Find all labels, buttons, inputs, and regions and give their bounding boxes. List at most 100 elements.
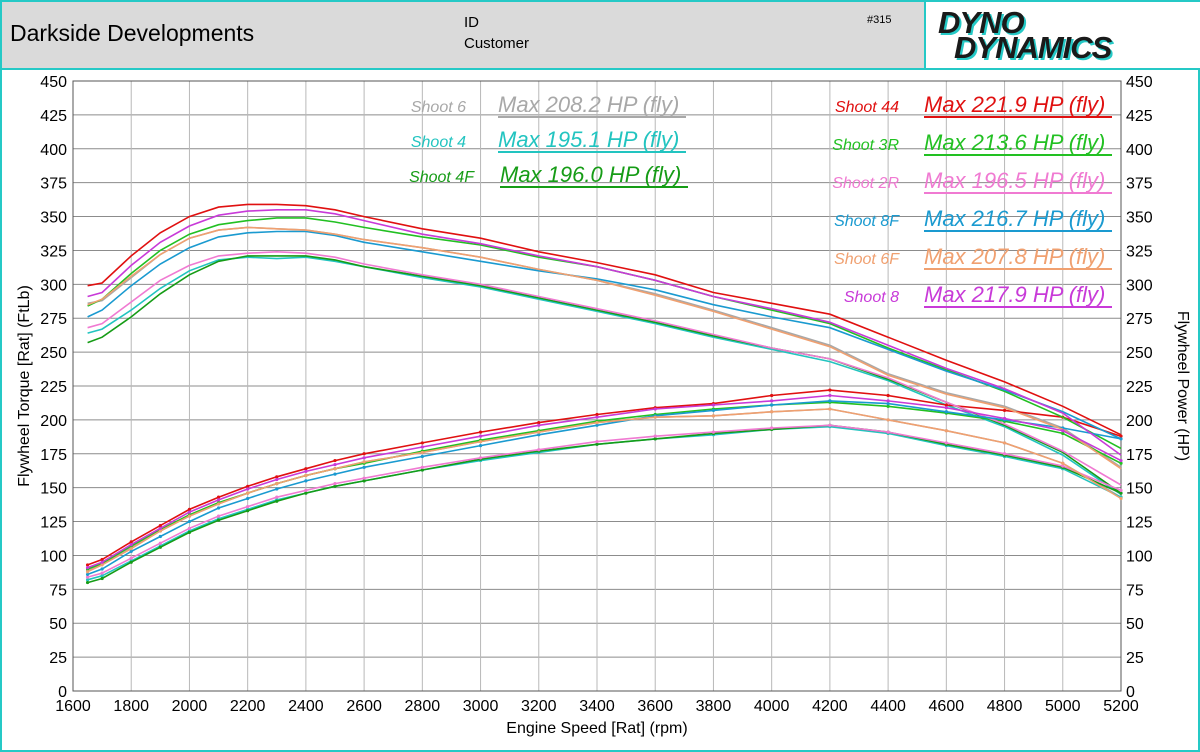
y-tick-label-left: 300 [40,277,67,294]
y-tick-label-right: 25 [1126,650,1144,667]
y-tick-label-left: 150 [40,481,67,498]
series-shoot-2r-power-point [770,426,774,430]
series-shoot-8-power-point [1002,416,1007,421]
series-shoot-2r-power-point [304,488,308,492]
series-shoot-44-power-point [1002,408,1007,412]
series-shoot-6f-power-point [944,429,948,433]
series-shoot-8-power-point [653,407,657,411]
legend-max-power: Max 216.7 HP (fly) [924,206,1105,231]
series-shoot-44-power-line [87,389,1122,566]
series-shoot-6f-power-point [653,415,657,419]
logo-line-2: DYNAMICS [954,30,1112,65]
series-shoot-44-power-point [158,524,162,528]
series-shoot-3r-torque-line [87,217,1122,450]
series-shoot-4f-power-point [653,437,657,441]
series-shoot-2r-power-point [362,476,366,480]
y-tick-label-right: 400 [1126,142,1153,159]
x-tick-label: 5200 [1103,698,1139,715]
series-shoot-2r-power-point [711,430,716,434]
series-shoot-4-power-point [100,574,104,578]
legend-series-name: Shoot 6F [834,251,900,268]
series-shoot-6f-power-line [87,408,1122,573]
series-shoot-44-power-point [333,458,337,463]
y-tick-label-left: 450 [40,74,67,91]
series-shoot-2r-power-point [187,526,192,530]
series-shoot-44-power-point [828,388,832,392]
series-shoot-8f-power-point [770,403,774,407]
legend-series-name: Shoot 4 [411,134,466,151]
series-shoot-44-power-point [886,393,890,398]
run-number: #315 [867,14,892,26]
series-shoot-6f-power-point [158,529,162,533]
x-tick-label: 1600 [55,698,91,715]
series-shoot-6f-power-point [828,407,832,411]
y-tick-label-right: 150 [1126,481,1153,498]
series-shoot-2r-power-line [87,424,1122,578]
series-shoot-4f-power-point [420,468,424,472]
legend-series-name: Shoot 3R [832,137,899,154]
series-shoot-3r-power-line [87,401,1122,570]
x-tick-label: 3800 [696,698,732,715]
series-shoot-8f-power-line [87,400,1122,576]
series-shoot-8-power-point [1119,458,1123,463]
series-shoot-2r-power-point [1119,488,1123,492]
series-shoot-4f-power-point [85,580,90,585]
series-shoot-44-power-point [85,563,90,567]
series-shoot-8f-power-point [828,399,832,403]
legend-series-name: Shoot 44 [835,99,899,116]
series-shoot-6f-power-point [595,421,599,425]
series-shoot-4-power-point [85,578,90,582]
y-tick-label-left: 250 [40,345,67,362]
series-shoot-6f-power-point [187,514,192,518]
series-shoot-6f-power-point [216,502,221,506]
series-shoot-44-power-point [187,507,192,511]
series-shoot-4f-power-point [333,484,337,488]
x-tick-label: 4400 [870,698,906,715]
y-tick-label-left: 175 [40,447,67,464]
y-tick-label-left: 0 [58,684,67,701]
series-shoot-2r-power-point [158,541,162,545]
series-shoot-2r-power-point [944,441,948,445]
y-tick-label-right: 75 [1126,582,1144,599]
series-shoot-8f-power-point [246,496,250,501]
series-shoot-4f-power-point [100,576,104,581]
series-shoot-6f-power-point [1061,461,1065,465]
y-tick-label-right: 50 [1126,616,1144,633]
y-tick-label-left: 100 [40,548,67,565]
series-shoot-8f-power-point [944,410,948,414]
series-shoot-44-power-point [304,467,308,471]
series-shoot-44-power-point [362,452,366,456]
series-shoot-4f-power-point [595,442,599,446]
y-axis-title-left: Flywheel Torque [Rat] (FtLb) [16,285,33,487]
series-shoot-8-power-point [770,399,774,403]
y-tick-label-left: 275 [40,311,67,328]
series-shoot-44-power-point [595,412,599,417]
series-shoot-2r-power-point [1061,464,1065,468]
series-shoot-8-power-point [711,403,716,407]
series-shoot-8-power-point [828,393,832,398]
series-shoot-8-power-point [478,434,483,438]
series-shoot-2r-power-point [129,556,133,560]
series-shoot-2r-power-point [216,514,221,518]
series-shoot-4f-torque-line [87,255,1122,494]
series-shoot-2r-power-point [828,423,832,427]
series-shoot-8-power-point [304,469,308,473]
y-axis-title-right: Flywheel Power (HP) [1174,311,1191,461]
y-tick-label-left: 75 [49,582,67,599]
dyno-dynamics-logo: DYNO DYNAMICS [924,2,1200,68]
series-shoot-8-power-point [158,526,162,530]
series-shoot-6f-torque-line [87,226,1122,470]
x-tick-label: 2200 [230,698,266,715]
chart-grid [72,80,1122,692]
x-axis-title: Engine Speed [Rat] (rpm) [506,720,687,737]
series-shoot-8-power-point [85,566,90,570]
y-tick-label-right: 300 [1126,277,1153,294]
y-tick-label-right: 375 [1126,176,1153,193]
series-shoot-6f-power-point [770,410,774,414]
series-shoot-2r-power-point [100,571,104,575]
dyno-chart: 0 0 25 25 50 50 75 75 100 100 125 125 150 150 175 175 20… [16,74,1191,737]
series-shoot-2r-power-point [595,439,599,444]
series-shoot-8-power-point [333,463,337,467]
y-tick-label-right: 100 [1126,548,1153,565]
series-shoot-4f-power-point [187,530,192,534]
